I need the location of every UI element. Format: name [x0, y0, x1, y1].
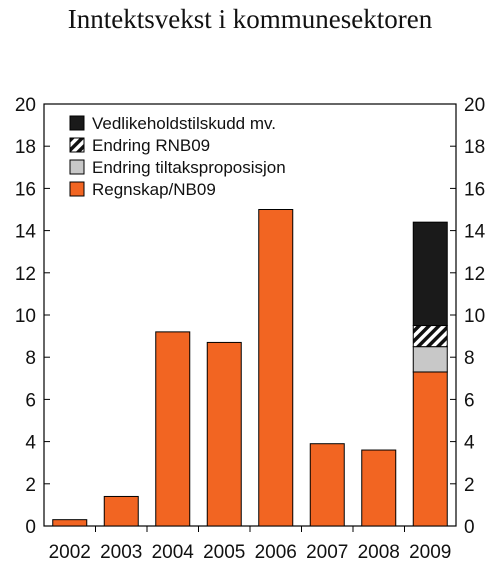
x-tick-label-2008: 2008: [358, 542, 400, 563]
right-y-tick-label: 4: [464, 433, 475, 454]
left-y-tick-label: 12: [15, 264, 36, 285]
x-tick-label-2009: 2009: [409, 542, 451, 563]
left-y-tick-label: 0: [25, 517, 36, 538]
left-y-tick-label: 10: [15, 306, 36, 327]
legend-swatch: [69, 181, 85, 197]
legend-label: Endring tiltaksproposisjon: [92, 158, 286, 177]
bar-endring-rnb09-2009: [412, 325, 448, 348]
bar-regnskap-nb09-2002: [52, 519, 88, 527]
x-tick-label-2002: 2002: [49, 542, 91, 563]
left-y-tick-label: 6: [25, 390, 36, 411]
legend: Vedlikeholdstilskudd mv. Endring RNB09 End…: [69, 114, 286, 199]
bars: [52, 209, 448, 527]
right-y-tick-label: 20: [464, 95, 485, 116]
bar-regnskap-nb09-2009: [412, 371, 448, 527]
left-y-tick-label: 18: [15, 137, 36, 158]
x-tick-label-2006: 2006: [255, 542, 297, 563]
x-tick-label-2005: 2005: [203, 542, 245, 563]
legend-swatch: [69, 159, 85, 175]
left-y-tick-label: 8: [25, 348, 36, 369]
right-y-tick-label: 6: [464, 390, 475, 411]
axes: 0 0 2 2 4 4 6 6 8 8 10 10 12 12 14 14 16 16 18 18 20 20 2002 20…: [15, 95, 486, 563]
left-y-tick-label: 4: [25, 433, 36, 454]
left-y-tick-label: 2: [25, 475, 36, 496]
right-y-tick-label: 14: [464, 222, 486, 243]
legend-label: Vedlikeholdstilskudd mv.: [92, 114, 276, 133]
x-tick-label-2004: 2004: [152, 542, 195, 563]
right-y-tick-label: 8: [464, 348, 475, 369]
chart-title: Inntektsvekst i kommunesektoren: [67, 4, 433, 34]
bar-regnskap-nb09-2004: [155, 331, 191, 527]
right-y-tick-label: 12: [464, 264, 485, 285]
bar-regnskap-nb09-2005: [206, 341, 242, 527]
left-y-tick-label: 14: [15, 222, 37, 243]
x-tick-label-2007: 2007: [306, 542, 348, 563]
left-y-tick-label: 16: [15, 179, 36, 200]
legend-label: Endring RNB09: [92, 136, 210, 155]
right-y-tick-label: 10: [464, 306, 485, 327]
bar-regnskap-nb09-2006: [258, 209, 294, 527]
right-y-tick-label: 16: [464, 179, 485, 200]
bar-regnskap-nb09-2003: [103, 495, 139, 527]
bar-endring-tiltaksproposisjon-2009: [412, 346, 448, 373]
x-tick-label-2003: 2003: [100, 542, 142, 563]
right-y-tick-label: 18: [464, 137, 485, 158]
legend-label: Regnskap/NB09: [92, 180, 216, 199]
bar-vedlikeholdstilskudd-mv-2009: [412, 221, 448, 327]
bar-regnskap-nb09-2007: [309, 443, 345, 527]
left-y-tick-label: 20: [15, 95, 36, 116]
legend-swatch: [69, 137, 85, 153]
legend-swatch: [69, 115, 85, 131]
right-y-tick-label: 0: [464, 517, 475, 538]
bar-regnskap-nb09-2008: [361, 449, 397, 527]
right-y-tick-label: 2: [464, 475, 475, 496]
